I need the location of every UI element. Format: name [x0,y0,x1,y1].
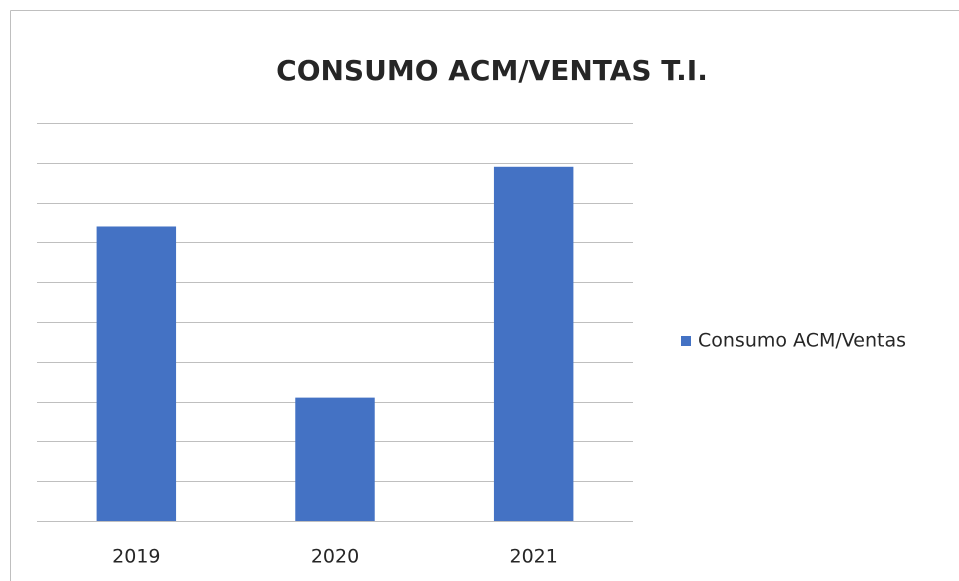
chart-title: CONSUMO ACM/VENTAS T.I. [276,54,708,87]
x-tick-label: 2020 [311,546,359,568]
bar [493,166,574,521]
x-tick-label: 2021 [509,546,557,568]
x-tick-label: 2019 [112,546,160,568]
bar [295,397,375,521]
legend-swatch [681,336,691,346]
bar [96,226,177,522]
legend-label: Consumo ACM/Ventas [698,330,906,352]
